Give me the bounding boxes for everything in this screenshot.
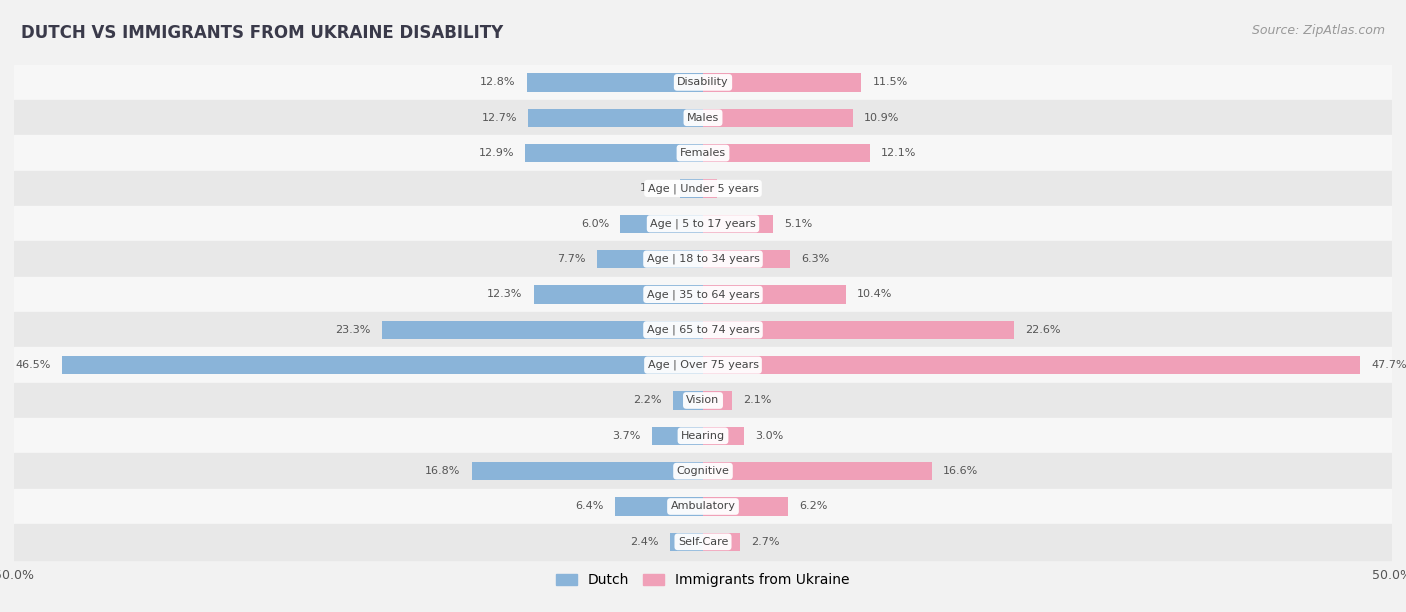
Text: Age | Over 75 years: Age | Over 75 years: [648, 360, 758, 370]
Bar: [533, 285, 703, 304]
Text: Source: ZipAtlas.com: Source: ZipAtlas.com: [1251, 24, 1385, 37]
Bar: [703, 73, 862, 92]
Bar: [703, 321, 1014, 339]
Text: Age | 5 to 17 years: Age | 5 to 17 years: [650, 218, 756, 229]
Bar: [14, 206, 1392, 242]
Text: 2.1%: 2.1%: [742, 395, 772, 406]
Bar: [14, 524, 1392, 559]
Bar: [382, 321, 703, 339]
Text: Age | 35 to 64 years: Age | 35 to 64 years: [647, 289, 759, 300]
Text: 6.3%: 6.3%: [801, 254, 830, 264]
Bar: [14, 65, 1392, 100]
Text: 16.6%: 16.6%: [943, 466, 979, 476]
Bar: [703, 108, 853, 127]
Text: 2.2%: 2.2%: [633, 395, 662, 406]
Bar: [703, 250, 790, 268]
Text: 3.7%: 3.7%: [613, 431, 641, 441]
Text: 7.7%: 7.7%: [557, 254, 586, 264]
Bar: [14, 242, 1392, 277]
Text: Age | 65 to 74 years: Age | 65 to 74 years: [647, 324, 759, 335]
Text: Cognitive: Cognitive: [676, 466, 730, 476]
Text: 12.1%: 12.1%: [880, 148, 917, 158]
Bar: [526, 144, 703, 162]
Bar: [703, 391, 733, 409]
Text: Females: Females: [681, 148, 725, 158]
Bar: [703, 215, 773, 233]
Bar: [669, 532, 703, 551]
Bar: [14, 277, 1392, 312]
Text: 12.8%: 12.8%: [479, 77, 516, 88]
Text: 2.4%: 2.4%: [630, 537, 659, 547]
Bar: [14, 348, 1392, 382]
Bar: [14, 171, 1392, 206]
Bar: [471, 462, 703, 480]
Text: 47.7%: 47.7%: [1371, 360, 1406, 370]
Text: 22.6%: 22.6%: [1025, 325, 1062, 335]
Text: Males: Males: [688, 113, 718, 123]
Text: 6.4%: 6.4%: [575, 501, 603, 512]
Text: 1.0%: 1.0%: [728, 184, 756, 193]
Text: 46.5%: 46.5%: [15, 360, 51, 370]
Text: 3.0%: 3.0%: [755, 431, 783, 441]
Bar: [703, 285, 846, 304]
Text: Ambulatory: Ambulatory: [671, 501, 735, 512]
Bar: [703, 356, 1360, 375]
Bar: [598, 250, 703, 268]
Bar: [679, 179, 703, 198]
Text: 6.2%: 6.2%: [800, 501, 828, 512]
Text: 6.0%: 6.0%: [581, 218, 609, 229]
Text: 12.7%: 12.7%: [481, 113, 517, 123]
Bar: [703, 427, 744, 445]
Bar: [672, 391, 703, 409]
Text: 16.8%: 16.8%: [425, 466, 461, 476]
Text: 1.7%: 1.7%: [640, 184, 669, 193]
Bar: [14, 489, 1392, 524]
Bar: [14, 453, 1392, 489]
Text: 12.9%: 12.9%: [478, 148, 515, 158]
Text: Disability: Disability: [678, 77, 728, 88]
Bar: [703, 498, 789, 516]
Bar: [620, 215, 703, 233]
Bar: [14, 382, 1392, 418]
Text: 10.4%: 10.4%: [858, 289, 893, 299]
Bar: [14, 100, 1392, 135]
Text: 12.3%: 12.3%: [486, 289, 523, 299]
Bar: [652, 427, 703, 445]
Text: DUTCH VS IMMIGRANTS FROM UKRAINE DISABILITY: DUTCH VS IMMIGRANTS FROM UKRAINE DISABIL…: [21, 24, 503, 42]
Bar: [529, 108, 703, 127]
Text: Self-Care: Self-Care: [678, 537, 728, 547]
Text: 5.1%: 5.1%: [785, 218, 813, 229]
Bar: [14, 135, 1392, 171]
Text: Age | Under 5 years: Age | Under 5 years: [648, 183, 758, 193]
Bar: [14, 312, 1392, 348]
Bar: [527, 73, 703, 92]
Legend: Dutch, Immigrants from Ukraine: Dutch, Immigrants from Ukraine: [553, 569, 853, 591]
Text: 10.9%: 10.9%: [865, 113, 900, 123]
Bar: [703, 462, 932, 480]
Text: 23.3%: 23.3%: [336, 325, 371, 335]
Text: Vision: Vision: [686, 395, 720, 406]
Bar: [614, 498, 703, 516]
Bar: [14, 418, 1392, 453]
Bar: [62, 356, 703, 375]
Text: Age | 18 to 34 years: Age | 18 to 34 years: [647, 254, 759, 264]
Text: Hearing: Hearing: [681, 431, 725, 441]
Bar: [703, 532, 740, 551]
Bar: [703, 179, 717, 198]
Text: 2.7%: 2.7%: [751, 537, 780, 547]
Text: 11.5%: 11.5%: [873, 77, 908, 88]
Bar: [703, 144, 870, 162]
